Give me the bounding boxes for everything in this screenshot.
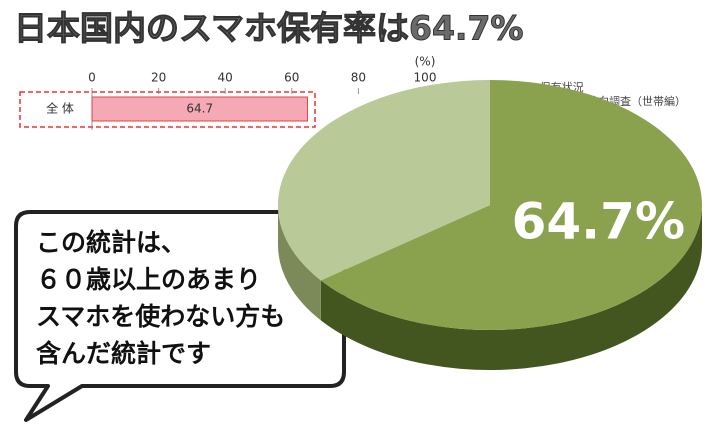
highlight-box bbox=[19, 91, 316, 128]
pie-label: 64.7% bbox=[512, 193, 685, 251]
x-tick-label: 60 bbox=[284, 71, 299, 85]
callout-line: この統計は、 bbox=[36, 228, 186, 257]
callout-line: ６０歳以上のあまり bbox=[36, 265, 261, 294]
callout-line: 含んだ統計です bbox=[36, 339, 211, 368]
pie-side bbox=[320, 205, 702, 370]
x-axis-label: (%) bbox=[415, 55, 436, 69]
x-tick-label: 80 bbox=[351, 71, 366, 85]
pie-slice bbox=[278, 80, 490, 281]
pie-side bbox=[278, 205, 321, 321]
x-tick-label: 20 bbox=[151, 71, 166, 85]
category-label: 全 体 bbox=[46, 101, 74, 116]
callout-line: スマホを使わない方も bbox=[36, 302, 285, 331]
x-tick-label: 100 bbox=[414, 71, 437, 85]
data-label: 64.7 bbox=[186, 102, 213, 116]
x-tick-label: 0 bbox=[88, 71, 96, 85]
headline: 日本国内のスマホ保有率は64.7% bbox=[14, 9, 524, 48]
pie-slice bbox=[320, 80, 702, 330]
bar bbox=[91, 96, 308, 122]
x-tick-label: 40 bbox=[218, 71, 233, 85]
